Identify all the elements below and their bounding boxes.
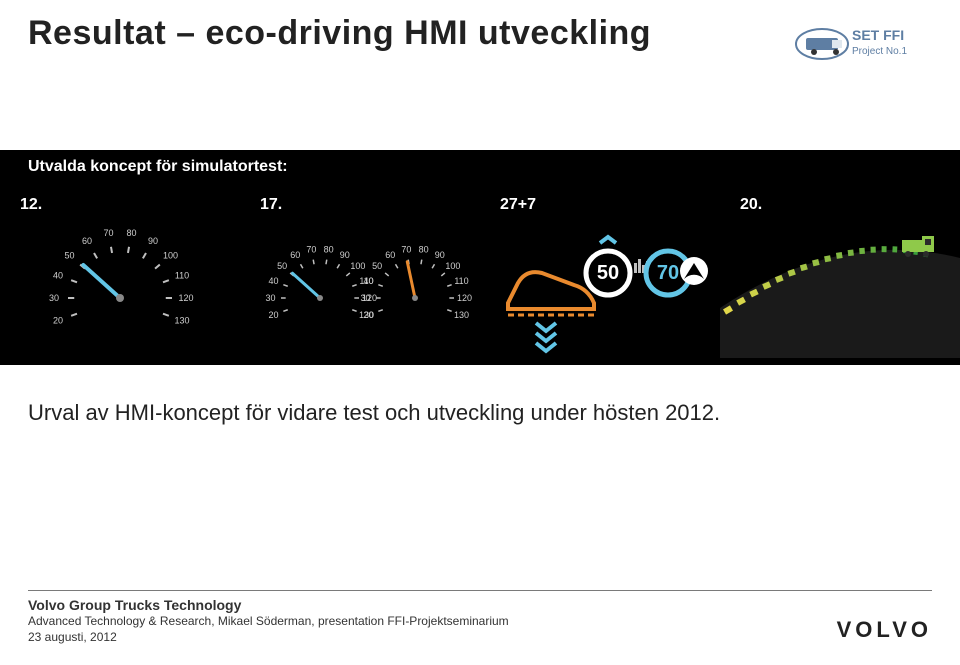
svg-text:100: 100: [163, 251, 178, 261]
band-heading: Utvalda koncept för simulatortest:: [28, 158, 288, 176]
badge-line2: Project No.1: [852, 46, 907, 57]
svg-text:90: 90: [435, 250, 445, 260]
title-row: Resultat – eco-driving HMI utveckling SE…: [28, 14, 932, 53]
concept-cell-17: 17. 2030405060708090100110120130 2030405…: [240, 188, 480, 365]
svg-text:120: 120: [178, 293, 193, 303]
project-badge: SET FFI Project No.1: [792, 20, 912, 73]
svg-text:20: 20: [53, 316, 63, 326]
svg-text:90: 90: [340, 250, 350, 260]
concept-cell-27plus7: 27+7 50: [480, 188, 720, 365]
footer-credits: Advanced Technology & Research, Mikael S…: [28, 613, 932, 629]
concepts-row: 12. 2030405060708090100110120130 17. 203…: [0, 188, 960, 365]
svg-text:80: 80: [419, 244, 429, 254]
svg-text:100: 100: [445, 261, 460, 271]
svg-text:20: 20: [363, 310, 373, 320]
svg-text:70: 70: [104, 228, 114, 238]
svg-text:130: 130: [454, 310, 469, 320]
footer-date: 23 augusti, 2012: [28, 629, 932, 645]
ring-right-num: 70: [657, 262, 679, 284]
footer-divider: [28, 590, 932, 591]
svg-text:50: 50: [372, 261, 382, 271]
shoe-icon: [508, 272, 594, 309]
slide: Resultat – eco-driving HMI utveckling SE…: [0, 0, 960, 665]
svg-text:50: 50: [64, 251, 74, 261]
concept-cell-12: 12. 20 30 4050 60 70 80 90 100 110 120 130: [0, 188, 240, 365]
svg-text:20: 20: [268, 310, 278, 320]
badge-line1: SET FFI: [852, 27, 904, 43]
footer-org: Volvo Group Trucks Technology: [28, 597, 932, 613]
concepts-band: Utvalda koncept för simulatortest: 12. 2…: [0, 150, 960, 365]
svg-text:80: 80: [324, 244, 334, 254]
svg-text:130: 130: [175, 316, 190, 326]
svg-text:40: 40: [268, 276, 278, 286]
svg-text:90: 90: [148, 236, 158, 246]
description-text: Urval av HMI-koncept för vidare test och…: [28, 400, 720, 426]
volvo-logo: VOLVO: [837, 617, 932, 643]
svg-text:70: 70: [306, 244, 316, 254]
svg-text:120: 120: [457, 293, 472, 303]
svg-text:60: 60: [82, 236, 92, 246]
concept-label: 12.: [20, 196, 42, 214]
svg-text:110: 110: [454, 276, 468, 286]
svg-text:60: 60: [385, 250, 395, 260]
svg-text:80: 80: [126, 228, 136, 238]
svg-text:100: 100: [350, 261, 365, 271]
concept-label: 17.: [260, 196, 282, 214]
hill-shape: [720, 250, 960, 358]
concept-label: 20.: [740, 196, 762, 214]
svg-text:60: 60: [290, 250, 300, 260]
concept-cell-20: 20.: [720, 188, 960, 365]
svg-text:30: 30: [265, 293, 275, 303]
svg-text:30: 30: [360, 293, 370, 303]
svg-text:40: 40: [363, 276, 373, 286]
concept-label: 27+7: [500, 196, 536, 214]
slide-footer: Volvo Group Trucks Technology Advanced T…: [28, 590, 932, 645]
svg-text:40: 40: [53, 270, 63, 280]
chevron-up-icon: [600, 237, 616, 243]
svg-text:110: 110: [175, 270, 189, 280]
ring-left-num: 50: [597, 262, 619, 284]
svg-text:50: 50: [277, 261, 287, 271]
svg-text:70: 70: [401, 244, 411, 254]
svg-text:30: 30: [49, 293, 59, 303]
